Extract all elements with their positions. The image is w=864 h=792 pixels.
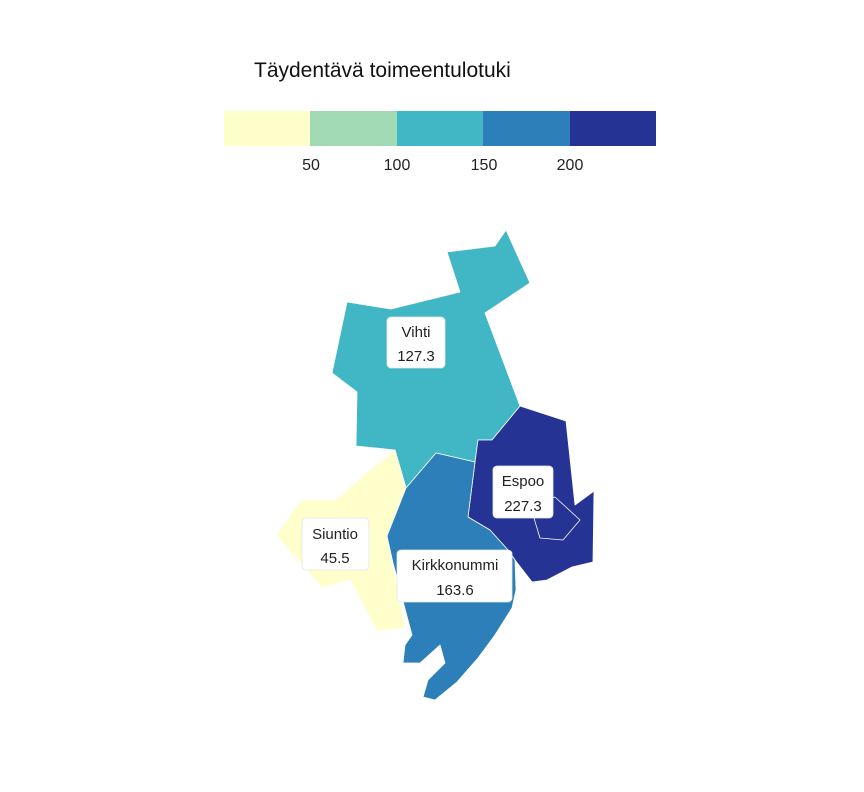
legend-tick-100: 100	[384, 157, 411, 174]
label-espoo: Espoo 227.3	[492, 465, 554, 519]
region-labels: Vihti 127.3 Espoo 227.3 Siuntio 45.5 Kir…	[301, 316, 554, 603]
legend-bin-2	[397, 111, 484, 146]
label-espoo-value: 227.3	[504, 498, 542, 515]
label-siuntio-name: Siuntio	[312, 526, 358, 543]
label-vihti: Vihti 127.3	[386, 316, 446, 369]
legend-tick-200: 200	[557, 157, 584, 174]
legend-tick-150: 150	[471, 157, 498, 174]
label-siuntio-value: 45.5	[320, 550, 349, 567]
legend: 50 100 150 200	[224, 111, 656, 174]
legend-bin-4	[570, 111, 656, 146]
label-kirkkonummi-value: 163.6	[436, 582, 474, 599]
label-kirkkonummi-name: Kirkkonummi	[412, 557, 499, 574]
legend-bin-1	[310, 111, 397, 146]
label-siuntio: Siuntio 45.5	[301, 517, 370, 571]
legend-tick-50: 50	[302, 157, 320, 174]
label-vihti-value: 127.3	[397, 348, 435, 365]
label-espoo-name: Espoo	[502, 473, 545, 490]
label-vihti-name: Vihti	[402, 324, 431, 341]
label-kirkkonummi: Kirkkonummi 163.6	[396, 549, 513, 603]
legend-bin-0	[224, 111, 311, 146]
map-title: Täydentävä toimeentulotuki	[254, 59, 511, 82]
regions	[275, 229, 595, 701]
legend-bin-3	[483, 111, 570, 146]
